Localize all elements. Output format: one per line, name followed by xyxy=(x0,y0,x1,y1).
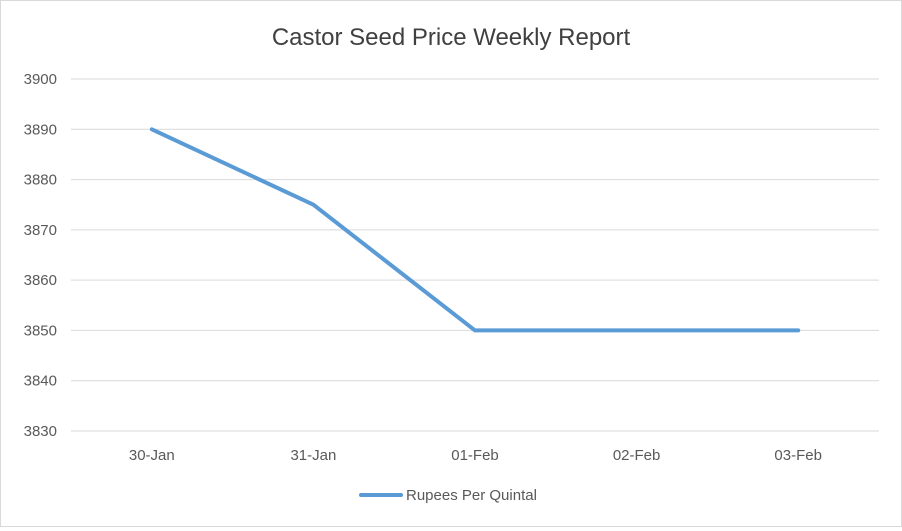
y-tick-label: 3830 xyxy=(24,423,57,440)
y-axis-ticks: 3830 3840 3850 3860 3870 3880 3890 3900 xyxy=(24,71,57,440)
y-tick-label: 3840 xyxy=(24,373,57,390)
y-tick-label: 3860 xyxy=(24,272,57,289)
y-tick-label: 3890 xyxy=(24,121,57,138)
data-point xyxy=(635,328,639,332)
x-tick-label: 31-Jan xyxy=(290,447,336,464)
legend: Rupees Per Quintal xyxy=(359,487,537,504)
data-point xyxy=(150,127,154,131)
x-tick-label: 01-Feb xyxy=(451,447,499,464)
y-tick-label: 3850 xyxy=(24,322,57,339)
chart-title: Castor Seed Price Weekly Report xyxy=(272,24,631,51)
legend-label: Rupees Per Quintal xyxy=(406,487,537,504)
x-tick-label: 30-Jan xyxy=(129,447,175,464)
y-tick-label: 3870 xyxy=(24,222,57,239)
data-point xyxy=(311,203,315,207)
x-axis-ticks: 30-Jan 31-Jan 01-Feb 02-Feb 03-Feb xyxy=(129,447,822,464)
y-tick-label: 3900 xyxy=(24,71,57,88)
data-point xyxy=(796,328,800,332)
gridlines xyxy=(71,78,879,432)
series-layer xyxy=(149,127,801,333)
data-point xyxy=(473,328,477,332)
x-tick-label: 02-Feb xyxy=(613,447,661,464)
y-tick-label: 3880 xyxy=(24,172,57,189)
x-tick-label: 03-Feb xyxy=(774,447,822,464)
